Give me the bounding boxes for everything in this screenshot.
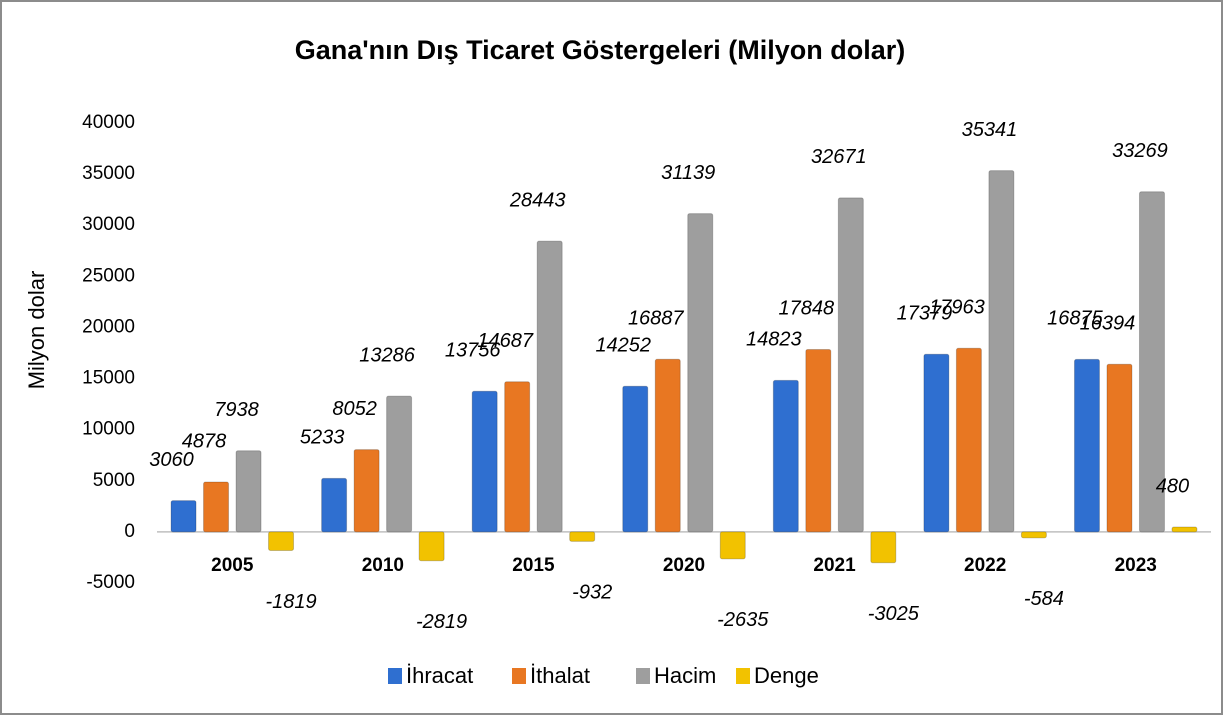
y-tick-label: 10000 [82, 419, 135, 440]
data-label: 13756 [445, 340, 501, 362]
x-tick-label: 2010 [362, 555, 404, 576]
y-tick-label: 40000 [82, 112, 135, 133]
legend-label: İhracat [406, 663, 473, 688]
x-tick-label: 2015 [512, 555, 555, 576]
y-tick-label: 0 [124, 521, 135, 542]
data-label: 3060 [149, 449, 194, 471]
bar [805, 348, 832, 533]
y-tick-label: -5000 [86, 572, 135, 593]
data-label: -2635 [717, 609, 769, 631]
legend-swatch [636, 668, 650, 684]
bar [1171, 526, 1198, 533]
x-tick-label: 2021 [813, 555, 856, 576]
x-tick-label: 2023 [1115, 555, 1157, 576]
bar [170, 500, 197, 533]
data-label: 13286 [359, 344, 415, 366]
data-label: -3025 [868, 603, 920, 625]
bar [235, 450, 262, 533]
y-axis-title: Milyon dolar [24, 271, 49, 390]
legend-swatch [736, 668, 750, 684]
legend-label: İthalat [530, 663, 590, 688]
data-label: 17848 [779, 298, 835, 320]
data-label: 8052 [332, 398, 377, 420]
data-label: 31139 [661, 162, 715, 184]
data-label: 14252 [595, 334, 651, 356]
bar [1138, 191, 1165, 533]
data-label: 16394 [1080, 313, 1136, 335]
data-label: 28443 [509, 189, 566, 211]
bar [321, 477, 348, 533]
data-label: -584 [1024, 588, 1064, 610]
data-label: 32671 [811, 146, 867, 168]
bar [418, 531, 445, 562]
bar [268, 531, 295, 551]
y-tick-label: 15000 [82, 368, 135, 389]
y-tick-label: 30000 [82, 214, 135, 235]
bar [837, 197, 864, 533]
bar [353, 449, 380, 533]
data-label: 16887 [628, 308, 684, 330]
data-label: -2819 [416, 611, 467, 633]
y-tick-label: 35000 [82, 163, 135, 184]
bar [1073, 358, 1100, 533]
data-label: -1819 [265, 591, 316, 613]
data-label: 17963 [929, 297, 985, 319]
bar [719, 531, 746, 560]
data-label: 7938 [214, 399, 259, 421]
bar [687, 213, 714, 533]
data-label: 33269 [1112, 140, 1168, 162]
bar [988, 170, 1015, 533]
bar [471, 390, 498, 533]
bar [772, 379, 799, 533]
data-label: 35341 [962, 119, 1018, 141]
bar [1106, 363, 1133, 533]
y-tick-label: 25000 [82, 265, 135, 286]
bar [536, 240, 563, 533]
legend-swatch [388, 668, 402, 684]
legend-label: Hacim [654, 663, 716, 688]
x-tick-label: 2005 [211, 555, 254, 576]
data-label: -932 [572, 582, 612, 604]
bar [386, 395, 413, 533]
data-label: 17379 [897, 303, 953, 325]
bar [923, 353, 950, 533]
data-label: 4878 [182, 430, 227, 452]
data-label: 14823 [746, 329, 802, 351]
legend-swatch [512, 668, 526, 684]
bar [622, 385, 649, 533]
legend-label: Denge [754, 663, 819, 688]
x-tick-label: 2020 [663, 555, 705, 576]
data-label: 16875 [1047, 308, 1103, 330]
bar [1020, 531, 1047, 539]
data-label: 5233 [300, 427, 345, 449]
y-tick-label: 5000 [93, 470, 135, 491]
bar [569, 531, 596, 542]
data-label: 14687 [477, 330, 533, 352]
chart-title: Gana'nın Dış Ticaret Göstergeleri (Milyo… [295, 35, 906, 65]
bar [203, 481, 230, 533]
y-tick-label: 20000 [82, 316, 135, 337]
bar [654, 358, 681, 533]
bar [870, 531, 897, 564]
bar [955, 347, 982, 533]
bar [504, 381, 531, 533]
x-tick-label: 2022 [964, 555, 1006, 576]
data-label: 480 [1156, 475, 1189, 497]
